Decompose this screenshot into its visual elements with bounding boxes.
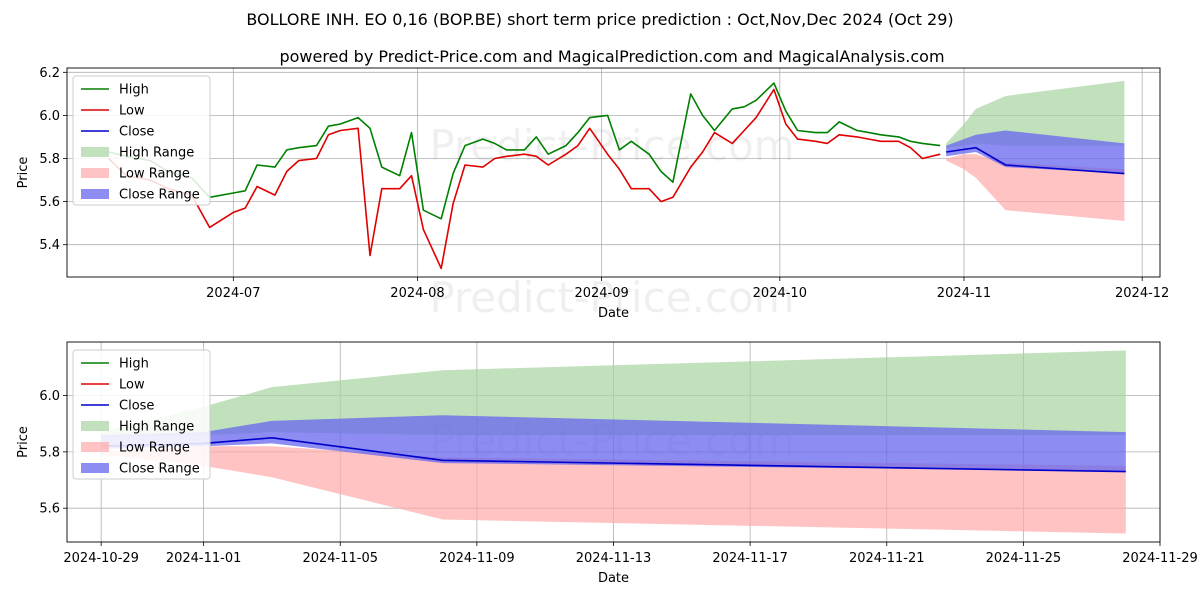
- top-y-tick-label: 5.8: [39, 152, 60, 167]
- bottom-x-tick-label: 2024-11-25: [986, 551, 1062, 566]
- bottom-x-tick-label: 2024-11-09: [439, 551, 515, 566]
- bottom-y-tick-label: 5.6: [39, 502, 60, 517]
- top-chart-panel: Predict-Price.com Predict-Price.com 2024…: [16, 66, 1169, 322]
- top-legend-label-close: Close: [119, 125, 154, 140]
- top-legend-swatch-close-range: [81, 189, 109, 199]
- top-y-tick-label: 6.0: [39, 109, 60, 124]
- bottom-legend-label-close-range: Close Range: [119, 462, 200, 477]
- top-y-tick-label: 5.6: [39, 195, 60, 210]
- bottom-x-axis: 2024-10-29 2024-11-01 2024-11-05 2024-11-09…: [63, 542, 1198, 566]
- close-series-line: [946, 146, 1125, 175]
- bottom-x-tick-label: 2024-11-21: [849, 551, 925, 566]
- top-x-axis: 2024-07 2024-08 2024-09 2024-10 2024-11 2024-…: [206, 277, 1169, 301]
- bottom-x-tick-label: 2024-11-01: [166, 551, 242, 566]
- bottom-legend-label-low: Low: [119, 378, 145, 393]
- bottom-legend-label-high-range: High Range: [119, 420, 194, 435]
- watermark-top-2: Predict-Price.com: [429, 273, 794, 322]
- bottom-plot-frame: [66, 341, 1161, 543]
- top-range-bands: [946, 80, 1125, 221]
- bottom-range-bands: [101, 350, 1126, 534]
- high-range-band: [101, 350, 1126, 438]
- bottom-legend-swatch-high-range: [81, 421, 109, 431]
- bottom-legend-label-low-range: Low Range: [119, 441, 190, 456]
- top-legend-label-low: Low: [119, 104, 145, 119]
- bottom-legend-swatch-close-range: [81, 463, 109, 473]
- close-range-band: [101, 415, 1126, 472]
- chart-title: BOLLORE INH. EO 0,16 (BOP.BE) short term…: [246, 10, 953, 29]
- bottom-chart-panel: Predict-Price.com 2024-10-292024-11-0120…: [16, 341, 1198, 586]
- chart-subtitle: powered by Predict-Price.com and Magical…: [279, 47, 944, 66]
- top-legend-label-low-range: Low Range: [119, 167, 190, 182]
- top-legend-label-high: High: [119, 83, 149, 98]
- bottom-x-tick-label: 2024-11-29: [1122, 551, 1198, 566]
- bottom-x-tick-label: 2024-11-13: [576, 551, 652, 566]
- low-series-line: [108, 88, 941, 270]
- bottom-x-tick-label: 2024-11-05: [302, 551, 378, 566]
- bottom-y-tick-label: 5.8: [39, 445, 60, 460]
- close-range-band: [946, 130, 1125, 174]
- bottom-legend: High Low Close High Range Low Range Close Ran…: [72, 349, 211, 480]
- high-range-band: [946, 80, 1125, 148]
- bottom-legend-swatch-low-range: [81, 442, 109, 452]
- bottom-x-tick-label: 2024-11-17: [712, 551, 788, 566]
- top-x-axis-label: Date: [598, 306, 629, 321]
- top-y-tick-label: 5.4: [39, 238, 60, 253]
- bottom-y-tick-label: 6.0: [39, 389, 60, 404]
- top-x-tick-label: 2024-12: [1115, 286, 1169, 301]
- top-y-tick-label: 6.2: [39, 66, 60, 81]
- top-legend: High Low Close High Range Low Range Close Ran…: [72, 75, 211, 206]
- bottom-legend-label-close: Close: [119, 399, 154, 414]
- top-y-axis-label: Price: [16, 157, 31, 189]
- bottom-legend-label-high: High: [119, 357, 149, 372]
- top-series-lines: [108, 82, 1125, 270]
- top-legend-label-close-range: Close Range: [119, 188, 200, 203]
- bottom-x-axis-label: Date: [598, 571, 629, 586]
- top-x-tick-label: 2024-10: [753, 286, 807, 301]
- high-series-line: [108, 82, 941, 220]
- top-legend-swatch-low-range: [81, 168, 109, 178]
- top-legend-swatch-high-range: [81, 147, 109, 157]
- top-x-tick-label: 2024-08: [390, 286, 444, 301]
- top-plot-frame: [66, 67, 1161, 278]
- top-legend-label-high-range: High Range: [119, 146, 194, 161]
- bottom-x-tick-label: 2024-10-29: [63, 551, 139, 566]
- top-y-axis: 5.4 5.6 5.8 6.0 6.2: [39, 66, 67, 253]
- bottom-y-axis: 5.6 5.8 6.0: [39, 389, 67, 517]
- top-x-tick-label: 2024-07: [206, 286, 260, 301]
- bottom-y-axis-label: Price: [16, 426, 31, 458]
- top-x-tick-label: 2024-09: [574, 286, 628, 301]
- top-x-tick-label: 2024-11: [937, 286, 991, 301]
